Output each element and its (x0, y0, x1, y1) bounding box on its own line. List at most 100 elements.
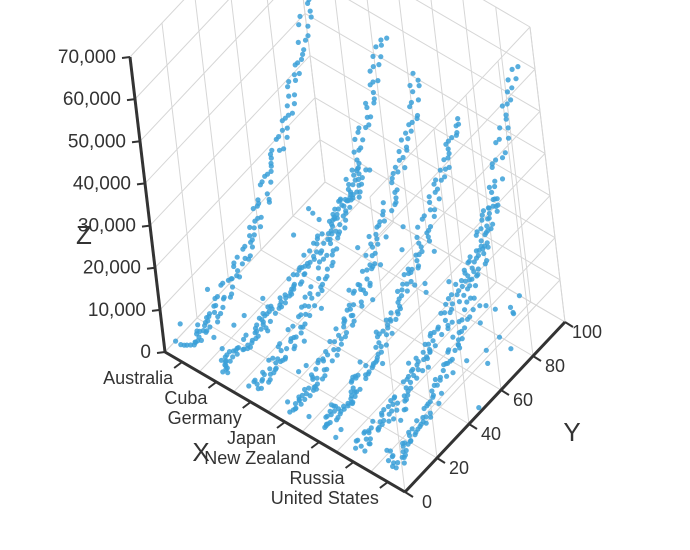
data-point (409, 266, 415, 272)
y-tick-mark (468, 423, 478, 430)
data-point (351, 288, 357, 294)
z-axis-line (128, 56, 167, 353)
data-point (441, 157, 447, 163)
data-point (375, 241, 381, 247)
grid-line (462, 0, 497, 283)
data-point (321, 240, 327, 246)
data-point (265, 328, 271, 334)
data-point (432, 207, 438, 213)
data-point (383, 234, 389, 240)
data-point (313, 386, 319, 392)
data-point (437, 374, 443, 380)
data-point (434, 186, 441, 192)
data-point (480, 208, 487, 214)
data-point (323, 349, 329, 355)
data-point (334, 352, 340, 358)
data-point (448, 292, 455, 298)
y-axis-name: Y (563, 417, 580, 447)
data-point (347, 195, 353, 201)
data-point (291, 281, 297, 287)
data-point (343, 208, 349, 214)
x-tick-mark (344, 461, 355, 469)
data-point (412, 282, 418, 288)
data-point (378, 54, 384, 60)
data-point (427, 224, 434, 230)
data-point (307, 291, 313, 297)
x-tick-mark (310, 441, 320, 449)
data-point (306, 303, 312, 309)
data-point (300, 51, 306, 58)
data-point (235, 345, 241, 351)
data-point (381, 218, 387, 224)
data-point (355, 437, 361, 443)
data-point (455, 121, 462, 127)
data-point (475, 266, 481, 272)
data-point (367, 167, 373, 173)
data-point (302, 386, 308, 393)
data-point (380, 360, 386, 367)
data-point (410, 89, 416, 95)
data-point (503, 116, 509, 122)
data-point (299, 279, 305, 285)
data-point (387, 316, 393, 323)
data-point (431, 248, 437, 254)
data-point (372, 250, 378, 256)
grid-line (398, 0, 429, 243)
data-point (303, 362, 309, 369)
data-point (319, 231, 325, 237)
data-point (399, 247, 405, 253)
data-point (380, 200, 386, 206)
data-point (469, 276, 475, 282)
data-point (478, 226, 484, 232)
data-point (276, 147, 283, 153)
data-point (218, 310, 224, 317)
data-point (415, 263, 422, 269)
data-point (436, 400, 442, 406)
data-point (308, 372, 315, 378)
data-point (482, 232, 488, 238)
data-point (492, 183, 498, 190)
data-point (389, 208, 395, 214)
data-point (294, 272, 300, 278)
data-point (423, 289, 429, 295)
data-point (338, 408, 344, 414)
data-point (449, 319, 455, 325)
data-point (334, 246, 340, 252)
data-point (343, 330, 350, 336)
grid-line (164, 181, 326, 353)
data-point (292, 401, 299, 407)
data-point (494, 208, 500, 214)
data-point (213, 302, 219, 309)
data-point (368, 114, 374, 120)
data-point (499, 103, 505, 109)
grid-line (401, 162, 438, 459)
data-point (347, 204, 353, 210)
data-point (474, 229, 480, 235)
data-point (264, 191, 270, 197)
data-point (336, 332, 342, 338)
data-point (366, 369, 372, 375)
data-point (260, 310, 266, 317)
data-point (341, 403, 347, 409)
data-point (306, 206, 312, 212)
data-point (266, 357, 272, 363)
data-point (338, 336, 344, 342)
data-point (423, 414, 429, 420)
data-point (405, 136, 411, 142)
data-point (342, 225, 348, 231)
grid-line (194, 0, 230, 285)
data-point (220, 280, 226, 286)
data-point (177, 321, 183, 327)
data-point (392, 394, 398, 400)
data-point (366, 441, 372, 447)
data-point (467, 295, 474, 301)
chart-points (173, 0, 523, 471)
data-point (377, 262, 384, 268)
data-point (247, 224, 253, 230)
data-point (286, 79, 292, 85)
data-point (247, 253, 253, 259)
data-point (434, 382, 440, 388)
data-point (350, 192, 356, 198)
data-point (385, 458, 392, 464)
data-point (312, 303, 318, 309)
